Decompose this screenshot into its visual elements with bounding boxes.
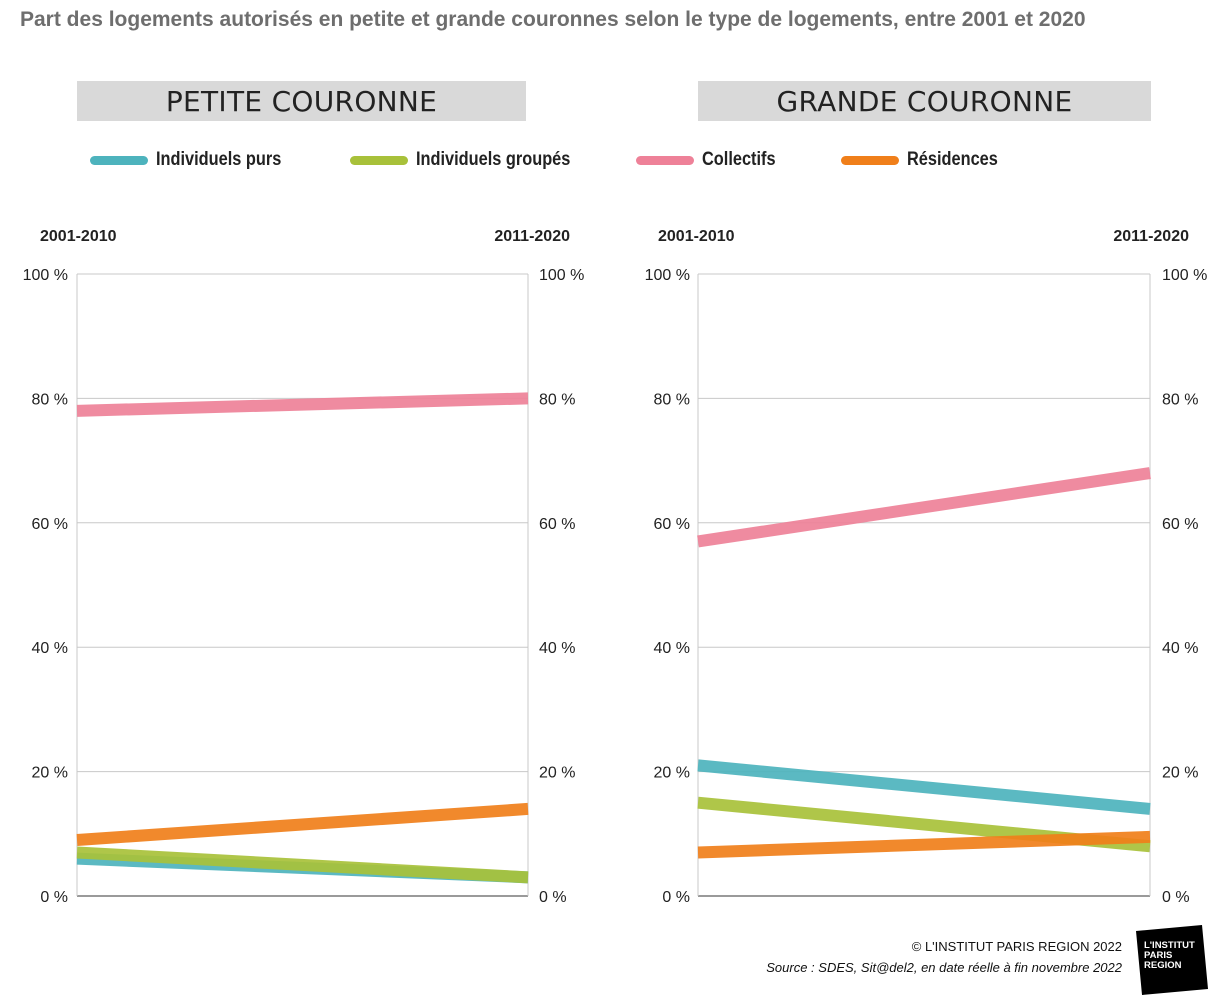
y-tick-label-right: 100 % (1162, 267, 1207, 284)
y-tick-label-left: 20 % (654, 765, 690, 782)
y-tick-label-right: 40 % (539, 640, 575, 657)
logo-text: L'INSTITUT PARIS REGION (1144, 941, 1195, 971)
x-category-label-end: 2011-2020 (494, 228, 570, 245)
y-tick-label-left: 60 % (654, 516, 690, 533)
legend-swatch-individuels-purs (90, 155, 148, 165)
legend-item-individuels-purs: Individuels purs (90, 145, 302, 175)
legend-label: Résidences (907, 149, 998, 170)
legend-swatch-individuels-groupes (350, 155, 408, 165)
legend-item-individuels-groupes: Individuels groupés (350, 145, 595, 175)
y-tick-label-left: 80 % (32, 391, 68, 408)
x-category-label-end: 2011-2020 (1113, 228, 1189, 245)
panel-title-petite-couronne: PETITE COURONNE (77, 81, 526, 121)
series-line-collectifs (76, 392, 529, 417)
y-tick-label-right: 80 % (539, 391, 575, 408)
y-tick-label-left: 40 % (32, 640, 68, 657)
y-tick-label-right: 100 % (539, 267, 584, 284)
y-tick-label-left: 20 % (32, 765, 68, 782)
copyright-text: © L'INSTITUT PARIS REGION 2022 (911, 939, 1122, 954)
y-tick-label-right: 20 % (539, 765, 575, 782)
y-tick-label-right: 0 % (539, 889, 567, 906)
y-tick-label-left: 100 % (645, 267, 690, 284)
logo-line-3: REGION (1144, 960, 1182, 971)
y-tick-label-right: 20 % (1162, 765, 1198, 782)
series-line-residences (76, 802, 529, 847)
logo-line-1: L'INSTITUT (1144, 940, 1195, 951)
legend: Individuels purs Individuels groupés Col… (0, 145, 1218, 175)
y-tick-label-left: 60 % (32, 516, 68, 533)
y-tick-label-left: 80 % (654, 391, 690, 408)
source-text: Source : SDES, Sit@del2, en date réelle … (766, 960, 1122, 975)
institut-logo: L'INSTITUT PARIS REGION (1136, 925, 1208, 995)
series-line-individuels-purs (697, 759, 1151, 815)
logo-line-2: PARIS (1144, 950, 1173, 961)
series-line-residences (697, 830, 1151, 859)
y-tick-label-left: 40 % (654, 640, 690, 657)
y-tick-label-right: 0 % (1162, 889, 1190, 906)
x-category-label-start: 2001-2010 (40, 228, 117, 245)
legend-swatch-collectifs (636, 155, 694, 165)
legend-label: Collectifs (702, 149, 776, 170)
legend-item-residences: Résidences (841, 145, 1013, 175)
y-tick-label-right: 80 % (1162, 391, 1198, 408)
panel-title-grande-couronne: GRANDE COURONNE (698, 81, 1151, 121)
series-line-collectifs (697, 467, 1151, 548)
chart-title: Part des logements autorisés en petite e… (20, 8, 1086, 31)
logo-shape (1136, 925, 1208, 995)
series-line-individuels-groupes (76, 846, 529, 884)
legend-item-collectifs: Collectifs (636, 145, 788, 175)
legend-swatch-residences (841, 155, 899, 165)
x-category-label-start: 2001-2010 (658, 228, 735, 245)
y-tick-label-left: 100 % (23, 267, 68, 284)
y-tick-label-right: 40 % (1162, 640, 1198, 657)
legend-label: Individuels purs (156, 149, 282, 170)
y-tick-label-right: 60 % (1162, 516, 1198, 533)
y-tick-label-left: 0 % (662, 889, 690, 906)
y-tick-label-right: 60 % (539, 516, 575, 533)
legend-label: Individuels groupés (416, 149, 571, 170)
y-tick-label-left: 0 % (40, 889, 68, 906)
